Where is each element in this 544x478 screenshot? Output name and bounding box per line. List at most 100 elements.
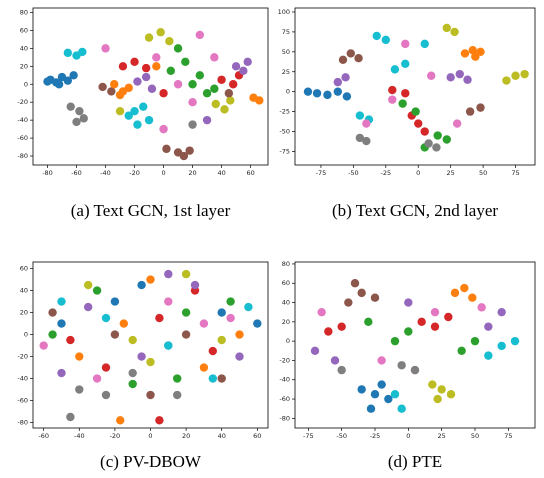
point — [231, 62, 241, 71]
point — [401, 89, 410, 98]
y-tick-label: -20 — [17, 98, 28, 106]
point — [133, 120, 142, 129]
x-tick-label: -60 — [71, 169, 82, 177]
point — [141, 72, 151, 82]
point — [390, 336, 400, 346]
point — [101, 363, 111, 372]
point — [217, 374, 226, 383]
point — [164, 297, 173, 306]
point — [442, 135, 451, 144]
point — [190, 280, 200, 290]
x-tick-label: -75 — [316, 169, 327, 177]
point — [303, 87, 313, 96]
x-tick-label: -25 — [380, 169, 391, 177]
point — [164, 269, 173, 279]
point — [520, 69, 529, 79]
point — [110, 297, 120, 306]
y-tick-label: 20 — [20, 62, 28, 70]
y-tick-label: 40 — [20, 44, 28, 52]
point — [468, 293, 477, 302]
point — [173, 44, 183, 53]
point — [211, 99, 220, 109]
point — [410, 365, 420, 375]
point — [199, 363, 209, 372]
point — [255, 96, 264, 105]
point — [244, 302, 253, 312]
x-tick-label: -50 — [336, 432, 347, 440]
y-tick-label: 20 — [20, 309, 28, 317]
point — [404, 298, 413, 307]
point — [235, 330, 244, 339]
point — [39, 341, 48, 350]
point — [128, 335, 137, 345]
y-tick-label: -60 — [279, 395, 290, 403]
point — [341, 73, 350, 82]
point — [457, 346, 466, 355]
x-tick-label: -75 — [303, 432, 314, 440]
point — [370, 390, 380, 399]
x-tick-label: 75 — [511, 169, 519, 177]
y-tick-label: -20 — [279, 356, 290, 364]
point — [397, 361, 406, 370]
x-tick-label: 40 — [217, 169, 225, 177]
point — [384, 394, 393, 404]
axes-frame — [32, 261, 269, 429]
point — [398, 99, 407, 108]
point — [355, 133, 365, 143]
point — [381, 35, 391, 45]
point — [226, 297, 235, 306]
x-tick-label: 60 — [253, 432, 261, 440]
point — [159, 124, 168, 134]
x-tick-label: -25 — [370, 432, 381, 440]
point — [208, 374, 218, 383]
point — [137, 352, 146, 361]
point — [48, 330, 57, 339]
y-tick-label: 60 — [20, 26, 28, 34]
point — [446, 73, 455, 82]
point — [98, 82, 107, 92]
y-tick-label: 75 — [282, 28, 290, 36]
point — [107, 87, 116, 96]
plot-area — [310, 279, 520, 413]
x-tick-label: 60 — [246, 169, 254, 177]
point — [442, 23, 451, 33]
point — [101, 44, 110, 53]
point — [388, 85, 397, 95]
point — [330, 356, 340, 365]
x-tick-label: 75 — [504, 432, 512, 440]
y-tick-label: 20 — [282, 318, 290, 326]
point — [188, 120, 197, 129]
x-tick-label: -80 — [42, 169, 53, 177]
y-tick-label: 40 — [20, 287, 28, 295]
point — [188, 80, 197, 89]
point — [57, 297, 66, 306]
point — [372, 31, 381, 41]
point — [420, 127, 429, 136]
point — [92, 374, 102, 383]
point — [239, 66, 248, 76]
point — [420, 39, 429, 49]
point — [202, 115, 212, 125]
axes-frame — [294, 261, 536, 429]
caption: (d) PTE — [388, 452, 442, 471]
point — [253, 319, 262, 328]
x-tick-label: 25 — [438, 432, 446, 440]
point — [173, 374, 182, 383]
y-tick-label: 60 — [20, 265, 28, 273]
point — [370, 293, 380, 302]
point — [220, 105, 229, 114]
point — [337, 322, 346, 331]
point — [337, 365, 346, 375]
point — [75, 385, 84, 394]
point — [424, 139, 433, 148]
point — [146, 390, 155, 400]
point — [430, 307, 440, 317]
point — [137, 280, 146, 290]
point — [48, 308, 57, 317]
point — [476, 103, 485, 112]
point — [181, 330, 191, 339]
point — [210, 53, 219, 62]
y-tick-label: 60 — [282, 279, 290, 287]
x-tick-label: 0 — [161, 169, 165, 177]
point — [69, 71, 78, 80]
